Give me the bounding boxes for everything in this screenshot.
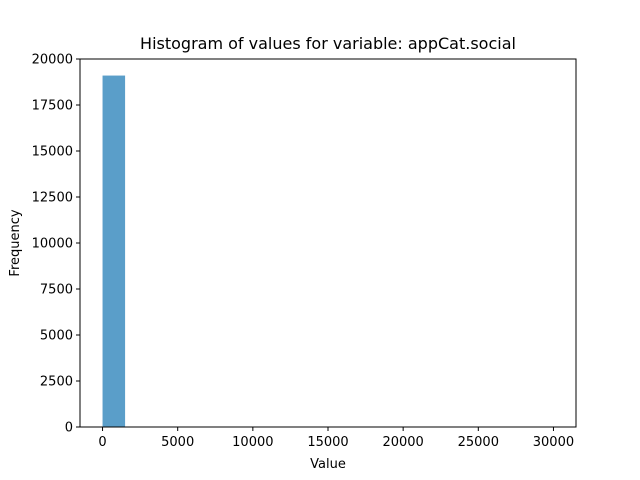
y-tick-label-8: 20000 (32, 53, 73, 68)
chart-title: Histogram of values for variable: appCat… (140, 34, 516, 53)
plot-area: 0 5000 10000 15000 20000 25000 30000 0 2500 5000… (32, 53, 577, 450)
y-tick-label-3: 7500 (40, 283, 73, 298)
x-axis-label: Value (310, 457, 346, 472)
x-tick-label-1: 5000 (161, 435, 194, 450)
y-tick-label-1: 2500 (40, 375, 73, 390)
x-tick-label-0: 0 (98, 435, 106, 450)
y-tick-label-5: 12500 (32, 191, 73, 206)
y-axis-label: Frequency (8, 209, 23, 276)
x-tick-label-2: 10000 (232, 435, 273, 450)
x-tick-label-5: 25000 (458, 435, 499, 450)
y-tick-label-0: 0 (65, 421, 73, 436)
y-tick-label-7: 17500 (32, 99, 73, 114)
x-tick-label-6: 30000 (533, 435, 574, 450)
y-tick-label-6: 15000 (32, 145, 73, 160)
x-tick-label-4: 20000 (382, 435, 423, 450)
y-tick-label-2: 5000 (40, 329, 73, 344)
histogram-bar-0 (102, 75, 126, 427)
y-tick-label-4: 10000 (32, 237, 73, 252)
y-axis-ticks: 0 2500 5000 7500 10000 12500 15000 17500 20000 (32, 53, 80, 436)
x-axis-ticks: 0 5000 10000 15000 20000 25000 30000 (98, 427, 574, 450)
x-tick-label-3: 15000 (307, 435, 348, 450)
